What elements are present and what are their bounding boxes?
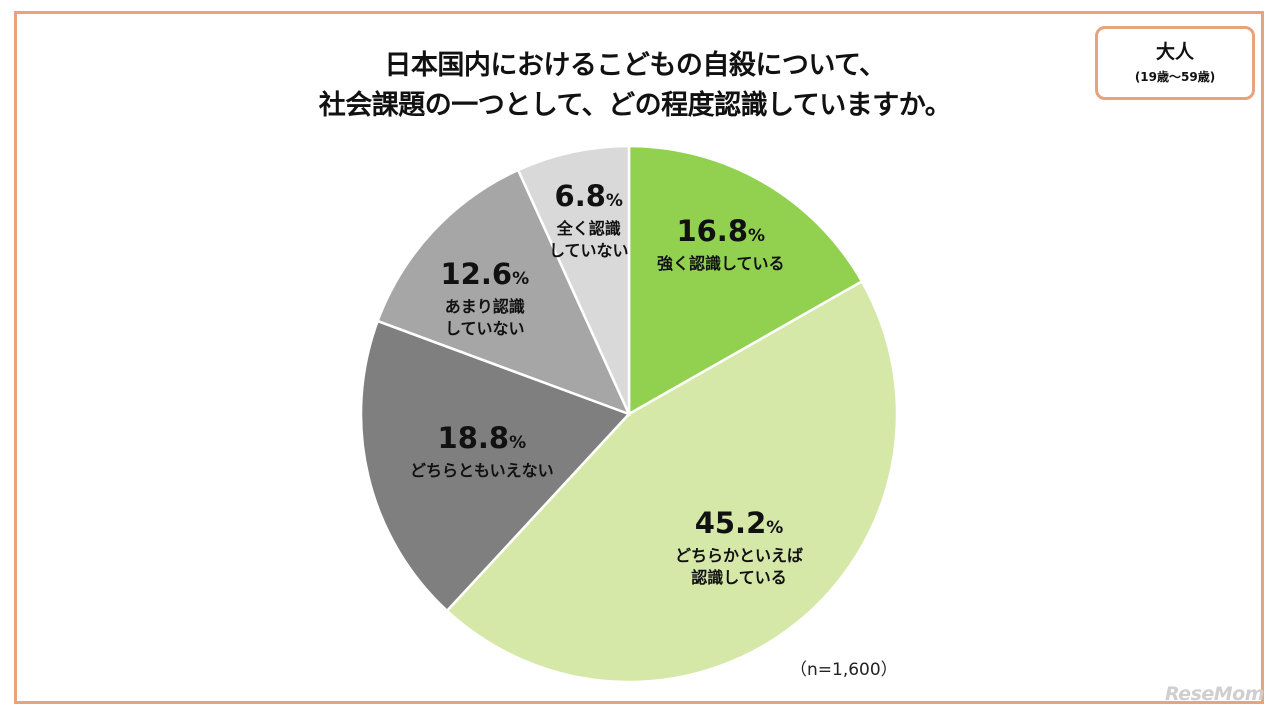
pie-slice-1 [627, 144, 864, 417]
slice-percent-unit: % [509, 432, 527, 453]
slice-label-4: 12.6% あまり認識 していない [441, 257, 530, 340]
title-line-2: 社会課題の一つとして、どの程度認識していますか。 [318, 90, 952, 121]
slice-label-5: 6.8% 全く認識 していない [549, 179, 629, 262]
slice-percent-value: 12.6 [440, 256, 513, 291]
resemom-logo: ReseMom [1165, 683, 1265, 705]
slice-percent-value: 45.2 [694, 505, 767, 540]
slice-percent-value: 18.8 [437, 420, 510, 455]
slice-category-line: どちらかといえば [675, 545, 804, 565]
badge-title: 大人 [1155, 41, 1194, 63]
slice-label-3: 18.8% どちらともいえない [410, 421, 554, 482]
slice-percent-unit: % [605, 190, 623, 211]
slice-label-1: 16.8% 強く認識している [657, 214, 785, 275]
pie-slice-5 [516, 144, 631, 415]
slice-category-line: 認識している [691, 567, 787, 587]
slice-percent-value: 6.8 [554, 178, 606, 213]
badge-subtitle: (19歳～59歳) [1134, 70, 1216, 84]
chart-frame [14, 11, 1264, 704]
slice-category-line: していない [549, 240, 629, 260]
slice-percent-4: 12.6% [441, 257, 530, 296]
slice-percent-unit: % [748, 225, 766, 246]
slice-category-line: していない [445, 318, 525, 338]
slice-category-line: 強く認識している [657, 253, 785, 273]
slice-percent-5: 6.8% [549, 179, 629, 218]
slice-percent-1: 16.8% [657, 214, 785, 253]
slice-percent-3: 18.8% [410, 421, 554, 460]
slice-percent-value: 16.8 [676, 213, 749, 248]
slice-percent-2: 45.2% [675, 506, 803, 545]
title-line-1: 日本国内におけるこどもの自殺について、 [384, 50, 886, 81]
pie-slice-3 [359, 319, 632, 613]
slice-percent-unit: % [512, 268, 530, 289]
chart-title: 日本国内におけるこどもの自殺について、 社会課題の一つとして、どの程度認識してい… [250, 46, 1020, 126]
slice-label-2: 45.2% どちらかといえば 認識している [675, 506, 803, 589]
slice-category-line: あまり認識 [444, 296, 525, 316]
slice-category-line: どちらともいえない [410, 460, 554, 480]
sample-size-note: （n=1,600） [790, 660, 898, 680]
slice-percent-unit: % [766, 517, 784, 538]
age-group-badge: 大人 (19歳～59歳) [1095, 26, 1255, 100]
pie-slice-4 [376, 168, 632, 417]
slice-category-line: 全く認識 [556, 218, 621, 238]
pie-slice-2 [445, 279, 899, 684]
